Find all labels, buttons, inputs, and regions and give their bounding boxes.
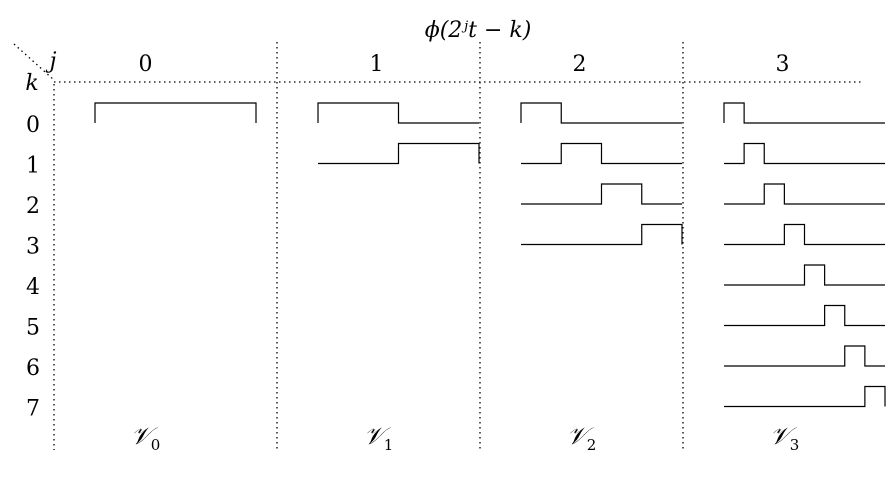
k-row-label-6: 6 — [26, 356, 40, 381]
scaling-fn-j3-k7 — [724, 385, 886, 408]
scaling-fn-j0-k0 — [94, 102, 257, 123]
space-label-v1: 𝒱1 — [364, 422, 394, 454]
scaling-fn-j3-k0 — [723, 102, 885, 124]
k-row-label-4: 4 — [26, 275, 40, 300]
scaling-functions — [94, 102, 886, 408]
k-row-label-1: 1 — [26, 154, 40, 179]
scaling-fn-j1-k0 — [317, 102, 479, 124]
level-header-j1: 1 — [370, 52, 384, 77]
scaling-fn-j3-k4 — [724, 264, 885, 286]
scaling-fn-j3-k6 — [724, 345, 885, 367]
k-row-label-3: 3 — [26, 235, 40, 260]
scaling-fn-j3-k1 — [724, 142, 885, 165]
scaling-fn-j2-k0 — [520, 102, 682, 124]
level-header-j3: 3 — [776, 52, 790, 77]
level-header-j2: 2 — [573, 52, 587, 77]
scaling-fn-j1-k1 — [318, 142, 480, 165]
scaling-fn-j2-k2 — [521, 183, 682, 205]
j-axis-label: j — [45, 49, 57, 74]
k-row-label-7: 7 — [26, 397, 40, 422]
level-header-j0: 0 — [139, 52, 153, 77]
k-row-label-2: 2 — [26, 194, 40, 219]
space-label-v0: 𝒱0 — [131, 422, 161, 454]
k-row-labels: 0 1 2 3 4 5 6 7 — [26, 113, 40, 422]
space-label-v3: 𝒱3 — [770, 422, 800, 454]
scaling-fn-j2-k3 — [521, 223, 683, 246]
scaling-fn-j3-k3 — [724, 223, 885, 246]
k-axis-label: k — [25, 71, 38, 96]
diagram-title: ϕ(2ʲt − k) — [425, 18, 532, 43]
level-columns: 0 𝒱0 1 𝒱1 2 𝒱2 3 𝒱3 — [131, 42, 800, 454]
k-row-label-0: 0 — [26, 113, 40, 138]
scaling-fn-j2-k1 — [521, 142, 682, 165]
k-row-label-5: 5 — [26, 316, 40, 341]
space-label-v2: 𝒱2 — [567, 422, 597, 454]
scaling-fn-j3-k5 — [724, 304, 885, 327]
scaling-fn-j3-k2 — [724, 183, 885, 205]
